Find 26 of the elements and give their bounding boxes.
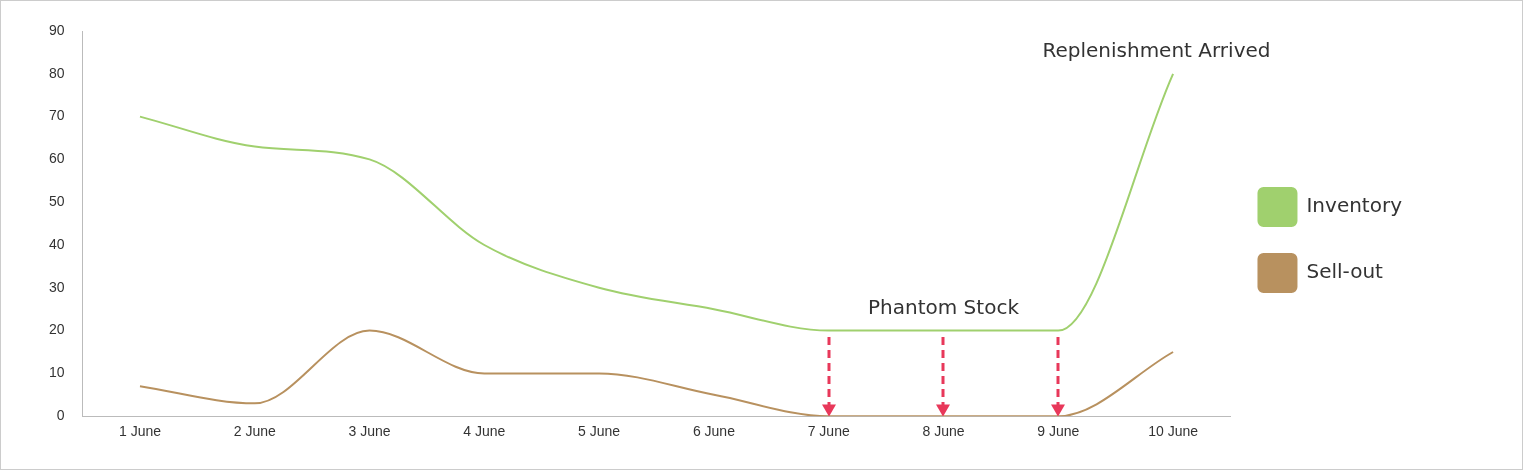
x-tick-label: 6 June <box>692 423 736 440</box>
y-tick-label: 20 <box>48 321 65 338</box>
annotation: Replenishment Arrived <box>1042 38 1271 62</box>
x-tick-label: 2 June <box>233 423 276 440</box>
line-series <box>138 72 1175 332</box>
x-tick-label: 8 June <box>922 423 965 440</box>
legend-label: Inventory <box>1306 193 1403 218</box>
legend-label: Sell-out <box>1306 259 1384 284</box>
y-tick-label: 30 <box>48 278 65 295</box>
x-tick-label: 10 June <box>1148 423 1199 440</box>
x-tick-label: 3 June <box>348 423 391 440</box>
y-tick-label: 40 <box>48 235 65 252</box>
x-tick-label: 4 June <box>463 423 506 440</box>
y-tick-label: 80 <box>48 64 65 81</box>
y-tick-label: 50 <box>48 193 65 210</box>
y-tick-label: 60 <box>48 150 65 167</box>
y-tick-label: 10 <box>48 364 65 381</box>
y-tick-label: 70 <box>48 107 65 124</box>
y-tick-label: 90 <box>48 21 65 38</box>
x-tick-label: 9 June <box>1037 423 1080 440</box>
line-series <box>138 329 1175 417</box>
x-tick-label: 5 June <box>578 423 621 440</box>
x-tick-label: 1 June <box>118 423 162 440</box>
x-tick-label: 7 June <box>807 423 850 440</box>
y-tick-label: 0 <box>56 407 65 424</box>
annotation: Phantom Stock <box>868 294 1020 319</box>
